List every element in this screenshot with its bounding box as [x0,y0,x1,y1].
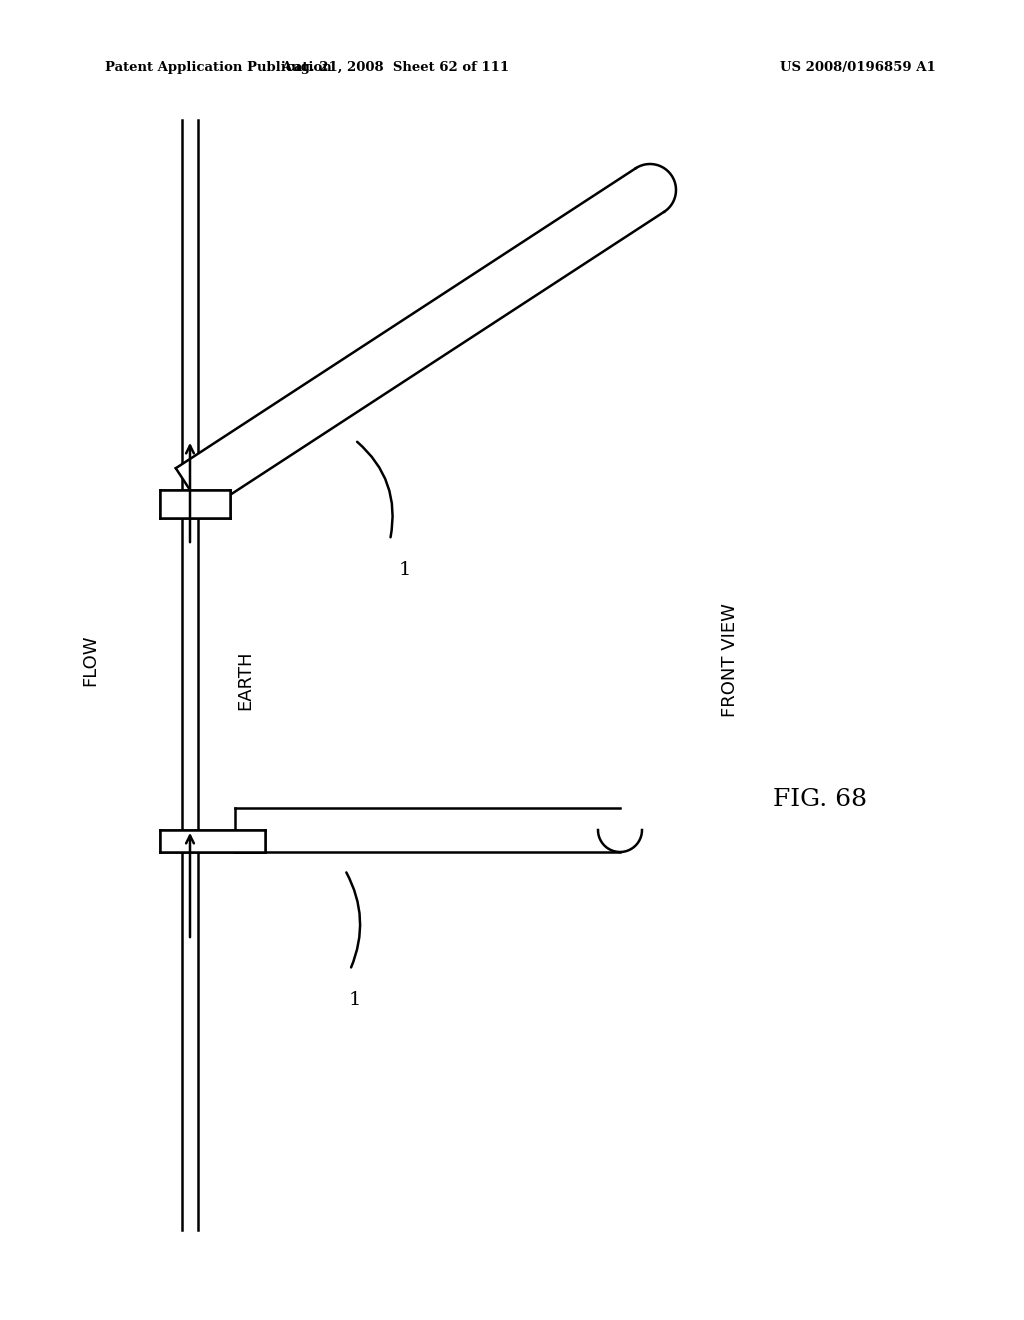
Polygon shape [160,490,230,517]
Text: Patent Application Publication: Patent Application Publication [105,62,332,74]
Text: Aug. 21, 2008  Sheet 62 of 111: Aug. 21, 2008 Sheet 62 of 111 [281,62,509,74]
Polygon shape [160,830,265,851]
Text: 1: 1 [349,991,361,1008]
Polygon shape [160,830,265,851]
Text: FIG. 68: FIG. 68 [773,788,867,812]
Polygon shape [234,808,620,851]
Text: FLOW: FLOW [81,634,99,686]
Polygon shape [176,168,665,512]
Polygon shape [160,490,230,517]
Text: FRONT VIEW: FRONT VIEW [721,603,739,717]
Text: US 2008/0196859 A1: US 2008/0196859 A1 [780,62,936,74]
Text: EARTH: EARTH [236,651,254,710]
Text: 1: 1 [398,561,412,579]
